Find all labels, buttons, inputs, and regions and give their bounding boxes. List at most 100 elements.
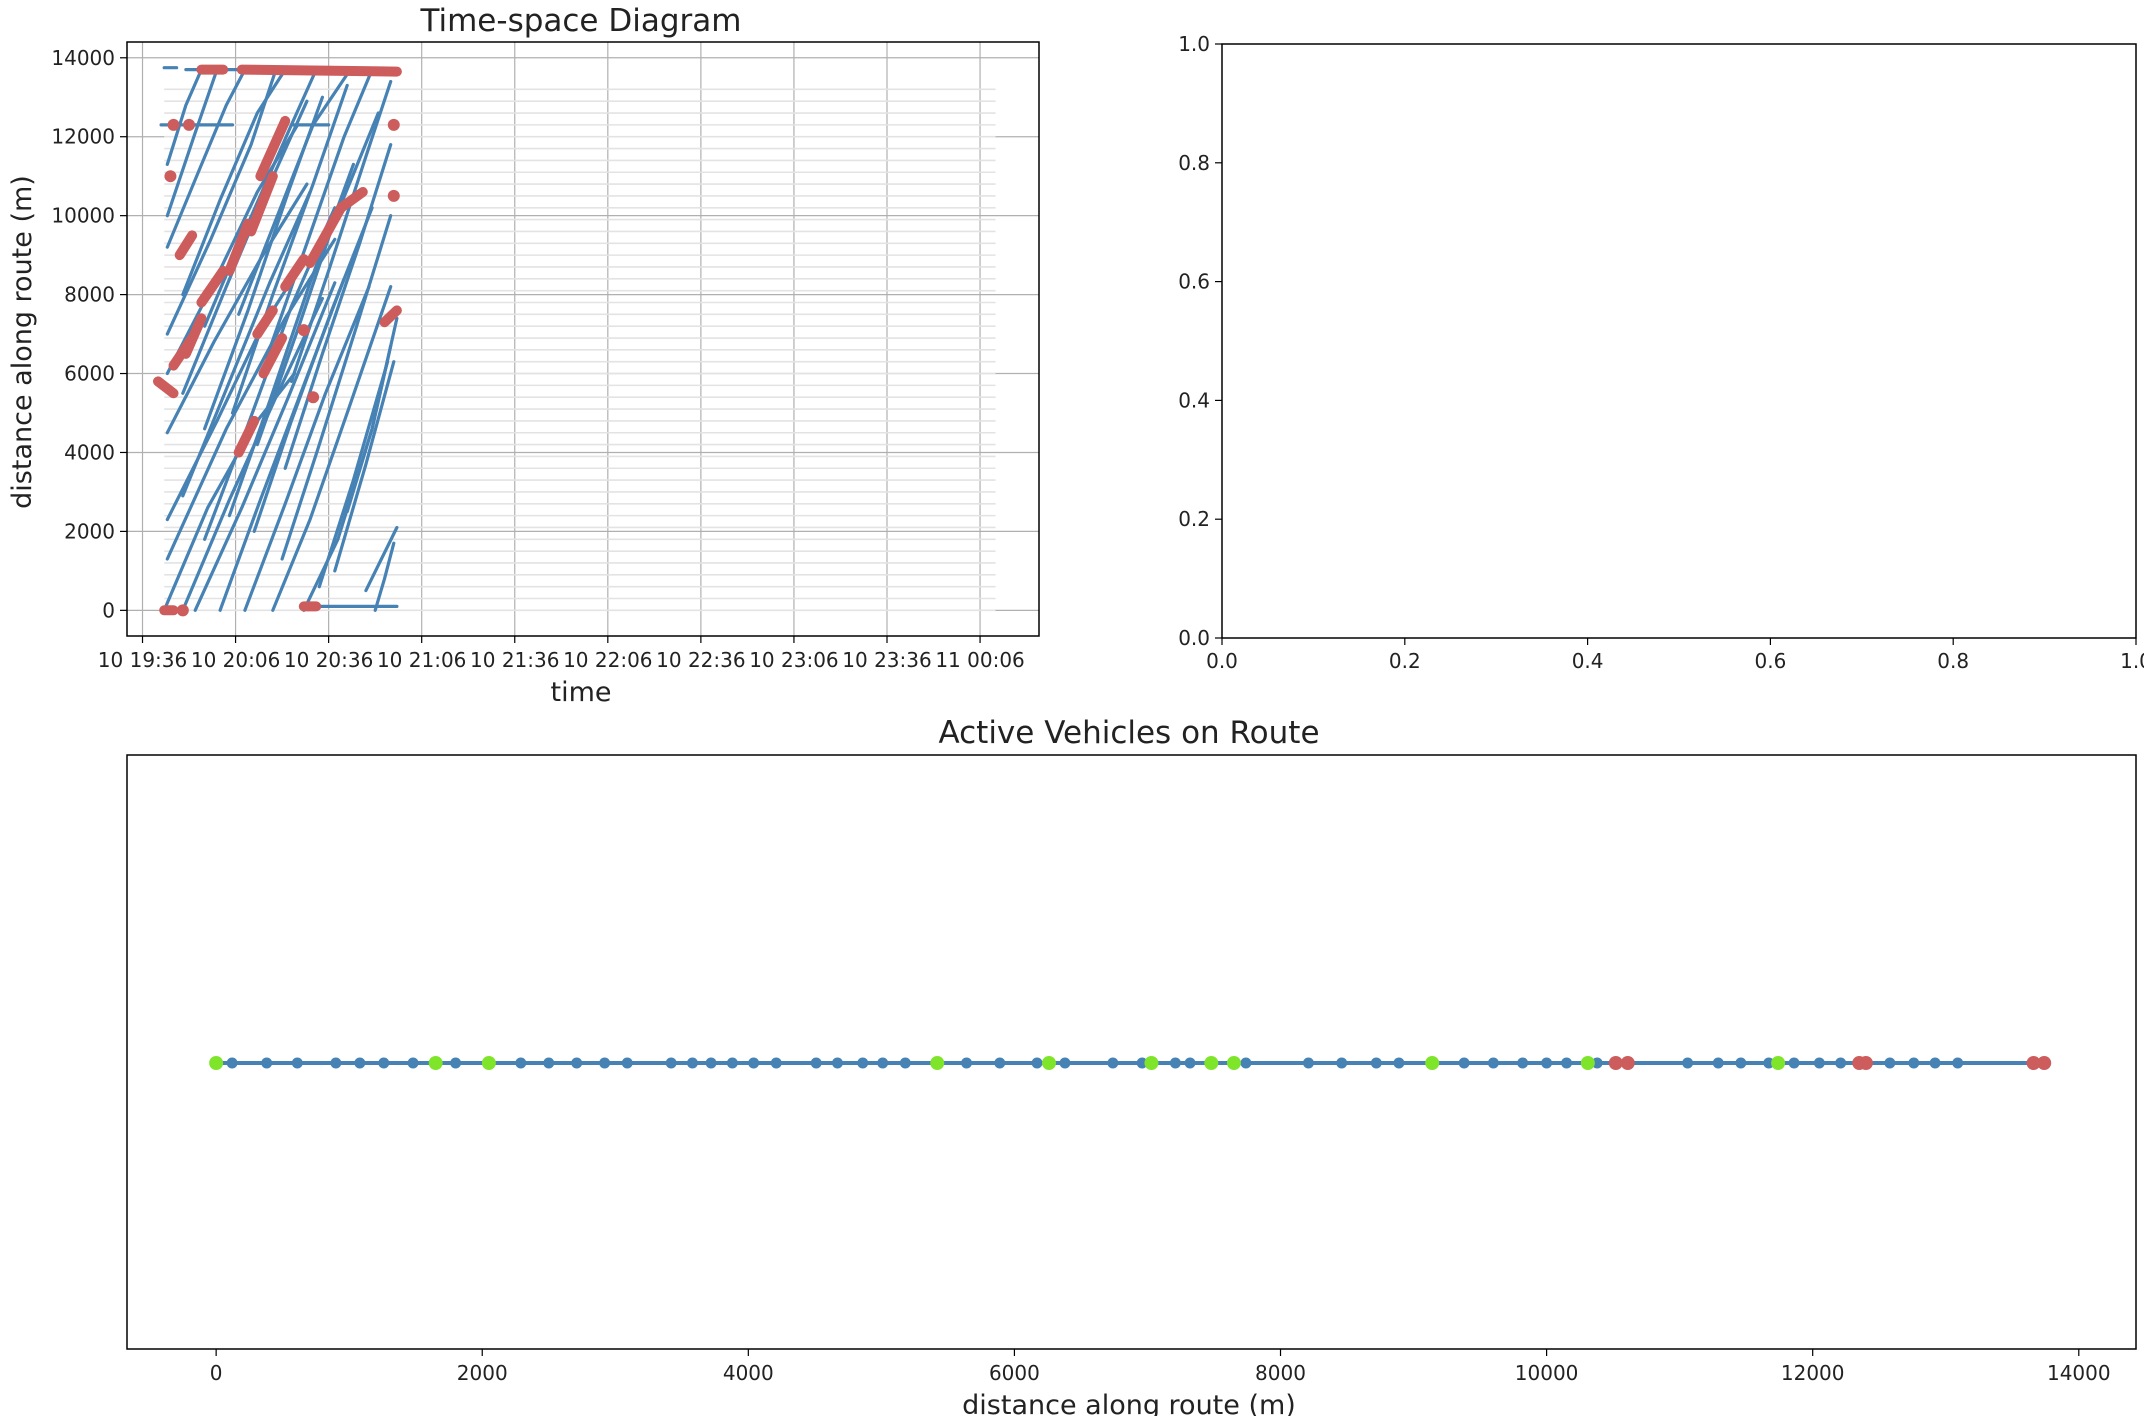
vehicle-point-0-5	[378, 1057, 390, 1069]
vehicle-point-0-36	[1393, 1057, 1405, 1069]
active-vehicles-frame	[126, 754, 2137, 1350]
time-space-title: Time-space Diagram	[420, 3, 742, 39]
time-space-y-tick-label: 2000	[64, 519, 115, 543]
time-space-x-tick-label: 10 22:06	[563, 648, 652, 672]
vehicle-point-0-27	[1059, 1057, 1071, 1069]
bunching-point-3	[387, 118, 400, 131]
empty-panel-x-tick-label: 0.8	[1937, 649, 1969, 673]
trajectory-28	[289, 79, 393, 383]
bunching-segment-13	[233, 415, 260, 458]
active-vehicles-x-tick-label: 6000	[989, 1361, 1040, 1385]
vehicle-point-0-25	[994, 1057, 1006, 1069]
trajectory-31	[333, 360, 396, 573]
trajectory-5	[165, 67, 278, 336]
vehicle-point-0-4	[354, 1057, 366, 1069]
vehicle-point-0-44	[1712, 1057, 1724, 1069]
time-space-x-tick-label: 10 22:36	[656, 648, 745, 672]
vehicle-point-0-28	[1107, 1057, 1119, 1069]
vehicle-point-1-3	[930, 1056, 945, 1070]
vehicle-point-1-9	[1580, 1056, 1595, 1070]
time-space-bunching	[153, 64, 402, 617]
vehicle-point-2-0	[1608, 1056, 1623, 1070]
active-vehicles-x-tick-label: 10000	[1515, 1361, 1579, 1385]
active-vehicles-x-tick-label: 8000	[1255, 1361, 1306, 1385]
time-space-y-ticks: 0 2000 4000 6000 8000 10000 12000 14000	[51, 46, 127, 622]
active-vehicles-x-tick-label: 0	[210, 1361, 223, 1385]
active-vehicles-points	[209, 1056, 2052, 1070]
active-vehicles-x-tick-label: 2000	[457, 1361, 508, 1385]
time-space-y-tick-label: 0	[102, 598, 115, 622]
time-space-x-tick-label: 10 23:36	[842, 648, 931, 672]
vehicle-point-2-1	[1620, 1056, 1635, 1070]
bunching-segment-11	[305, 202, 346, 268]
bunching-point-0	[164, 170, 177, 183]
bunching-point-7	[297, 324, 310, 337]
vehicle-point-2-3	[1858, 1056, 1873, 1070]
trajectory-25	[271, 285, 393, 612]
vehicle-point-0-43	[1682, 1057, 1694, 1069]
vehicle-point-1-2	[481, 1056, 496, 1070]
bunching-point-5	[176, 604, 189, 617]
empty-panel-x-tick-label: 0.4	[1572, 649, 1604, 673]
trajectory-23	[255, 111, 380, 447]
vehicle-point-2-4	[2026, 1056, 2041, 1070]
active-vehicles-x-ticks: 0 2000 4000 6000 8000 10000 12000 14000	[210, 1349, 2111, 1385]
empty-panel-x-tick-label: 0.0	[1206, 649, 1238, 673]
trajectory-3	[165, 182, 309, 435]
vehicle-point-1-5	[1144, 1056, 1159, 1070]
vehicle-point-0-12	[621, 1057, 633, 1069]
bunching-segment-2	[180, 313, 207, 359]
vehicle-point-0-32	[1240, 1057, 1252, 1069]
bunching-segment-4	[196, 265, 229, 308]
vehicle-point-0-26	[1031, 1057, 1043, 1069]
vehicle-point-0-23	[899, 1057, 911, 1069]
trajectory-33	[364, 525, 399, 593]
vehicle-point-0-10	[571, 1057, 583, 1069]
vehicle-point-0-21	[857, 1057, 869, 1069]
time-space-x-tick-label: 11 00:06	[935, 648, 1024, 672]
trajectory-22	[252, 206, 374, 534]
active-vehicles-x-tick-label: 14000	[2047, 1361, 2111, 1385]
trajectory-6	[165, 67, 247, 249]
vehicle-point-0-8	[515, 1057, 527, 1069]
vehicle-point-0-13	[665, 1057, 677, 1069]
bunching-segment-7	[255, 115, 291, 182]
vehicle-point-0-37	[1458, 1057, 1470, 1069]
active-vehicles-panel: Active Vehicles on Route 0 2000 4000 6000 80…	[126, 715, 2137, 1416]
empty-panel-y-tick-label: 0.0	[1178, 626, 1210, 650]
vehicle-point-0-9	[543, 1057, 555, 1069]
vehicle-point-0-46	[1763, 1057, 1775, 1069]
trajectory-8	[165, 67, 203, 166]
bunching-segment-5	[224, 218, 253, 276]
trajectory-26	[280, 214, 393, 561]
time-space-y-tick-label: 4000	[64, 440, 115, 464]
trajectory-20	[237, 67, 352, 316]
time-space-x-tick-label: 10 20:36	[284, 648, 373, 672]
time-space-panel: Time-space Diagram 10 19:36 10 20:06 10 20…	[7, 3, 1040, 708]
vehicle-point-0-42	[1591, 1057, 1603, 1069]
time-space-x-tick-label: 10 20:06	[191, 648, 280, 672]
vehicle-point-0-49	[1835, 1057, 1847, 1069]
trajectory-30	[317, 360, 390, 589]
bunching-segment-12	[336, 187, 368, 213]
bunching-segment-8	[252, 305, 278, 340]
bunching-point-4	[387, 189, 400, 202]
vehicle-point-2-5	[2037, 1056, 2052, 1070]
trajectory-27	[283, 143, 393, 470]
time-space-x-tick-label: 10 19:36	[98, 648, 187, 672]
active-vehicles-x-tick-label: 4000	[723, 1361, 774, 1385]
vehicle-point-0-16	[726, 1057, 738, 1069]
vehicle-point-0-18	[770, 1057, 782, 1069]
empty-panel-y-tick-label: 0.2	[1178, 507, 1210, 531]
trajectory-7	[165, 67, 219, 218]
bunching-segment-0	[153, 376, 179, 399]
vehicle-point-0-3	[330, 1057, 342, 1069]
time-space-x-tick-label: 10 23:06	[749, 648, 838, 672]
vehicle-point-0-47	[1788, 1057, 1800, 1069]
vehicle-point-0-34	[1336, 1057, 1348, 1069]
time-space-y-tick-label: 6000	[64, 362, 115, 386]
vehicle-point-0-22	[877, 1057, 889, 1069]
empty-panel-y-tick-label: 0.4	[1178, 388, 1210, 412]
time-space-y-tick-label: 10000	[51, 204, 115, 228]
bunching-segment-6	[246, 171, 278, 237]
